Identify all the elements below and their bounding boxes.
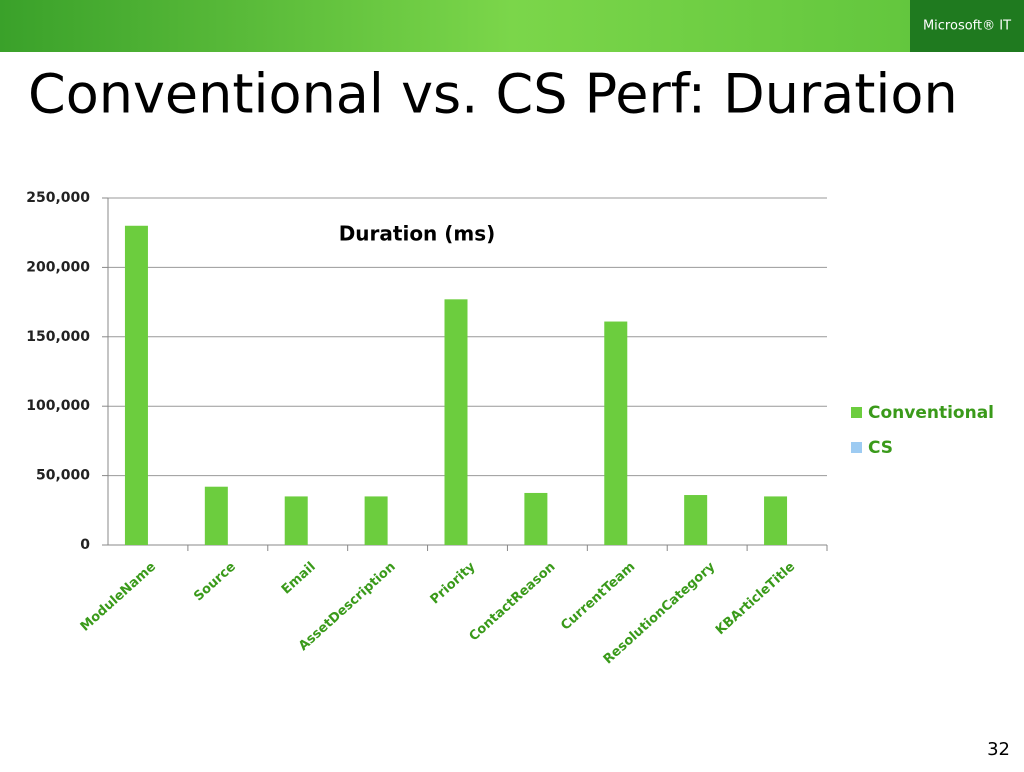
x-tick-label: Priority (428, 559, 479, 607)
header-band (0, 0, 1024, 52)
bar (764, 496, 788, 545)
y-tick-label: 150,000 (26, 329, 90, 345)
legend-label: Conventional (868, 403, 994, 423)
x-tick-label: Email (279, 559, 319, 597)
bar (444, 299, 468, 545)
bar (604, 321, 628, 545)
bar (124, 225, 148, 545)
bar (684, 495, 708, 545)
x-tick-label: Source (191, 559, 239, 604)
x-tick-label: KBArticleTitle (713, 559, 798, 638)
y-tick-label: 200,000 (26, 259, 90, 275)
legend-swatch (851, 407, 862, 418)
bar (524, 492, 548, 545)
y-tick-label: 0 (80, 537, 90, 553)
logo: Microsoft® IT (923, 19, 1011, 34)
x-tick-label: ContactReason (466, 559, 558, 644)
page-number: 32 (987, 739, 1010, 760)
legend-label: CS (868, 438, 893, 458)
y-tick-label: 250,000 (26, 190, 90, 206)
bar (364, 496, 388, 545)
slide-title: Conventional vs. CS Perf: Duration (28, 63, 958, 126)
y-tick-label: 50,000 (36, 468, 90, 484)
y-tick-label: 100,000 (26, 398, 90, 414)
bar (284, 496, 308, 545)
bar (204, 486, 228, 545)
chart-title: Duration (ms) (339, 222, 496, 246)
x-tick-label: ModuleName (78, 559, 159, 634)
x-tick-label: CurrentTeam (558, 559, 638, 633)
legend-swatch (851, 442, 862, 453)
logo-box (910, 0, 1024, 52)
